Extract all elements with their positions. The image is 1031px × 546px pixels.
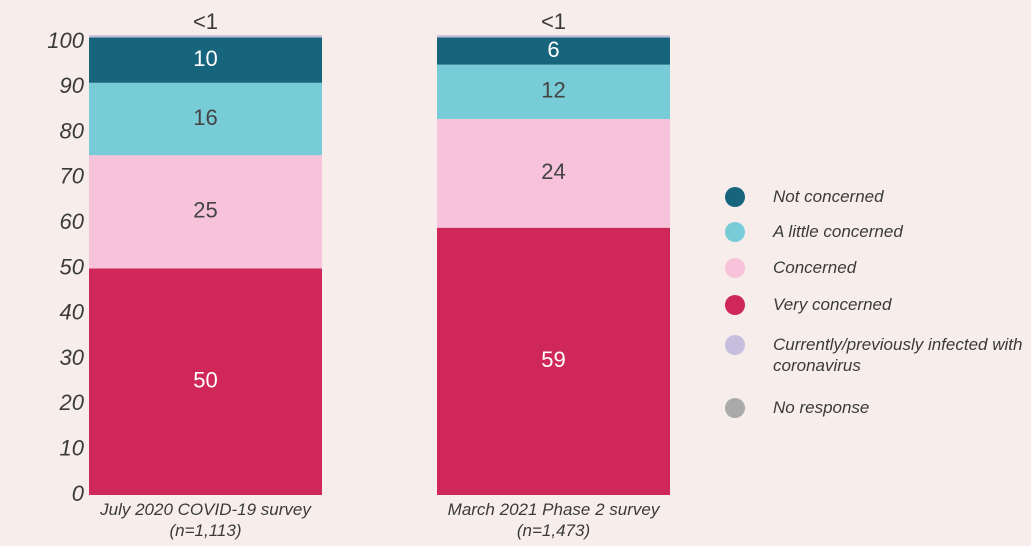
bar-segment [437,37,670,65]
y-tick-label: 60 [60,209,85,234]
legend-marker [725,222,745,242]
y-tick-label: 30 [60,345,85,370]
data-label: 6 [547,37,559,62]
y-tick-label: 100 [47,28,84,53]
y-tick-label: 70 [60,164,85,189]
y-tick-label: 10 [60,436,85,461]
data-label: 59 [541,347,565,372]
legend-marker [725,187,745,207]
legend-marker [725,335,745,355]
legend-label: Very concerned [773,295,892,314]
bar-segment [437,119,670,228]
y-tick-label: 50 [60,254,85,279]
y-tick-label: 0 [72,481,85,506]
data-label: 12 [541,78,565,103]
y-tick-label: 20 [59,390,85,415]
bar-segment [89,37,322,83]
y-tick-label: 40 [60,300,85,325]
legend-marker [725,398,745,418]
bar-segment [437,227,670,496]
legend-label: Currently/previously infected with coron… [773,335,1023,375]
data-label: <1 [193,9,218,34]
data-label: 10 [193,46,217,71]
data-label: 50 [193,368,217,393]
legend-marker [725,295,745,315]
legend-label: A little concerned [773,222,903,241]
y-tick-label: 80 [60,118,85,143]
x-tick-label: March 2021 Phase 2 survey (n=1,473) [447,500,660,540]
data-label: 25 [193,198,217,223]
y-tick-label: 90 [60,73,85,98]
bar-segment [437,64,670,120]
bar-segment [89,155,322,269]
legend-label: No response [773,398,870,417]
bar-segment [89,268,322,495]
legend-marker [725,258,745,278]
legend-label: Not concerned [773,187,884,206]
data-label: 24 [541,159,565,184]
bar-segment [437,35,670,38]
data-label: <1 [541,9,566,34]
bar-segment [89,82,322,156]
legend-label: Concerned [773,258,857,277]
data-label: 16 [193,105,217,130]
x-tick-label: July 2020 COVID-19 survey (n=1,113) [100,500,311,540]
bar-segment [89,35,322,38]
